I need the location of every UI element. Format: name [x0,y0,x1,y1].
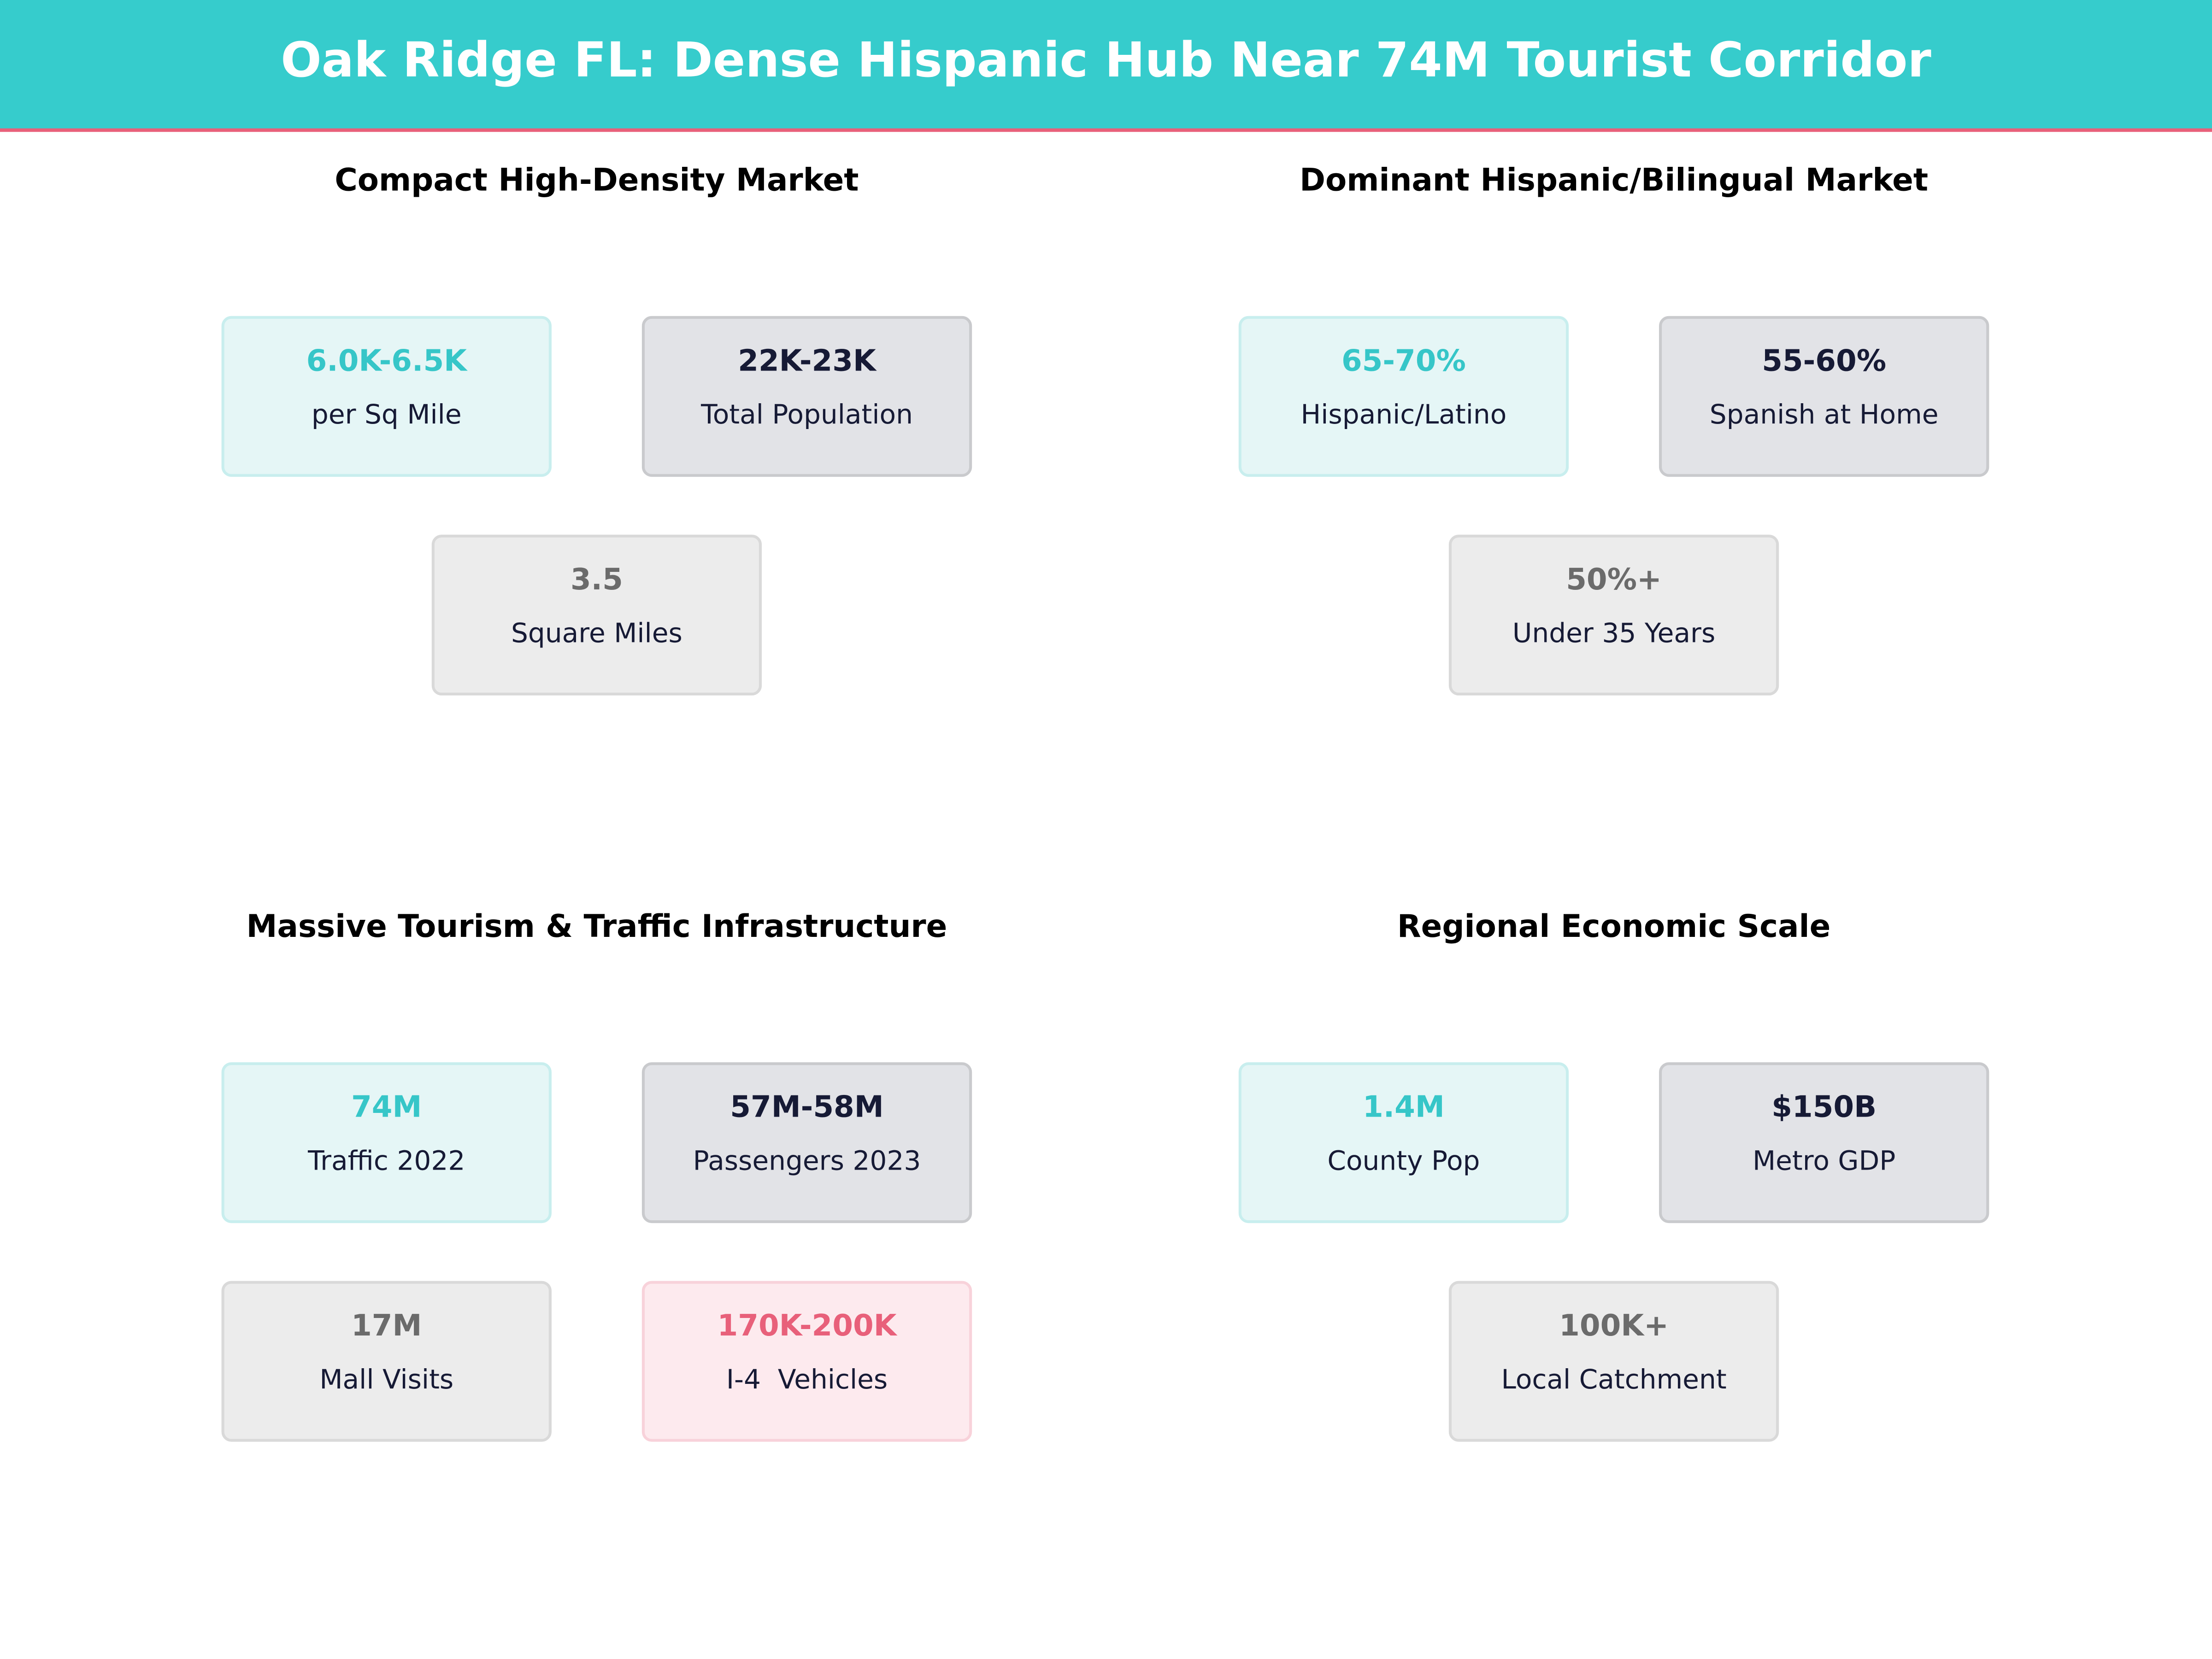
metric-value: 1.4M [1363,1090,1445,1124]
metric-value: 74M [351,1090,422,1124]
metric-card [641,1281,972,1442]
metric-card [1659,316,1989,477]
metric-value: 6.0K-6.5K [306,343,468,378]
metric-label: Metro GDP [1753,1145,1895,1177]
metric-card [1448,535,1779,696]
metric-label: Total Population [700,399,913,430]
metric-card [1238,1062,1569,1224]
metric-label: Spanish at Home [1710,399,1939,430]
metric-value: 17M [351,1308,422,1343]
header-rule [0,128,2212,132]
metric-value: 65-70% [1341,343,1466,378]
metric-card [1238,316,1569,477]
metric-card [1659,1062,1989,1224]
metric-label: County Pop [1327,1145,1480,1177]
metric-label: I-4 Vehicles [726,1364,888,1395]
metric-card [431,535,762,696]
panel-title: Dominant Hispanic/Bilingual Market [1300,161,1928,198]
metric-value: 50%+ [1566,562,1662,597]
metric-card [1448,1281,1779,1442]
metric-value: 3.5 [571,562,623,597]
metric-value: $150B [1771,1090,1877,1124]
metric-value: 170K-200K [718,1308,898,1343]
metric-value: 55-60% [1762,343,1886,378]
metric-label: per Sq Mile [312,399,462,430]
panel-title: Massive Tourism & Traffic Infrastructure [247,908,947,944]
metric-value: 100K+ [1559,1308,1669,1343]
page-title: Oak Ridge FL: Dense Hispanic Hub Near 74… [281,32,1931,88]
metric-card [641,316,972,477]
panel-title: Regional Economic Scale [1397,908,1830,944]
metric-label: Local Catchment [1501,1364,1726,1395]
metric-card [221,1062,552,1224]
metric-label: Traffic 2022 [307,1145,465,1177]
metric-value: 57M-58M [730,1090,883,1124]
metric-label: Square Miles [511,618,682,649]
metric-card [221,1281,552,1442]
metric-label: Under 35 Years [1512,618,1715,649]
metric-card [641,1062,972,1224]
panel-title: Compact High-Density Market [335,161,859,198]
metric-label: Hispanic/Latino [1301,399,1507,430]
metric-value: 22K-23K [738,343,877,378]
metric-card [221,316,552,477]
header-bar [0,0,2212,130]
metric-label: Passengers 2023 [693,1145,921,1177]
metric-label: Mall Visits [319,1364,453,1395]
